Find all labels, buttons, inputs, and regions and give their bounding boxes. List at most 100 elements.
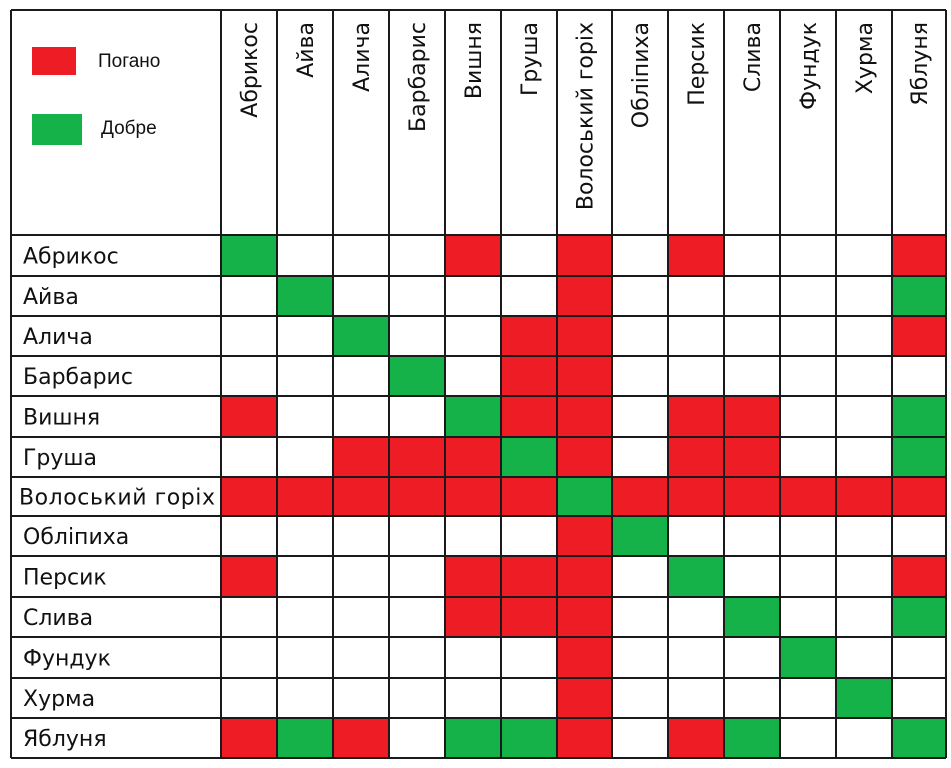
cell-9-6	[501, 556, 557, 597]
cell-1-9	[668, 235, 724, 276]
cell-12-7	[557, 678, 612, 718]
cell-1-1	[221, 235, 277, 276]
cell-7-2	[277, 477, 333, 516]
column-header-13: Яблуня	[908, 22, 933, 106]
cell-10-7	[557, 597, 612, 637]
row-label-13: Яблуня	[23, 727, 107, 752]
cell-13-7	[557, 718, 612, 758]
cell-6-9	[668, 437, 724, 477]
cell-8-8	[612, 516, 668, 556]
column-header-2: Айва	[294, 22, 319, 78]
cell-7-7	[557, 477, 612, 516]
cell-5-7	[557, 396, 612, 437]
cell-5-5	[445, 396, 501, 437]
cell-2-7	[557, 276, 612, 316]
cell-7-13	[892, 477, 946, 516]
column-header-9: Персик	[685, 22, 710, 106]
cell-7-12	[836, 477, 892, 516]
cell-9-5	[445, 556, 501, 597]
row-label-9: Персик	[23, 566, 107, 591]
cell-3-3	[333, 316, 389, 356]
cell-2-2	[277, 276, 333, 316]
row-label-10: Слива	[23, 606, 93, 631]
cell-13-3	[333, 718, 389, 758]
cell-10-13	[892, 597, 946, 637]
cell-4-7	[557, 356, 612, 396]
cell-3-13	[892, 316, 946, 356]
cell-13-2	[277, 718, 333, 758]
row-label-8: Обліпиха	[23, 525, 129, 550]
legend: Погано Добре	[32, 47, 160, 145]
row-label-12: Хурма	[23, 687, 95, 712]
cell-5-10	[724, 396, 780, 437]
cell-7-9	[668, 477, 724, 516]
column-header-7: Волоський горіх	[574, 22, 599, 210]
cell-9-13	[892, 556, 946, 597]
cell-7-6	[501, 477, 557, 516]
cell-5-9	[668, 396, 724, 437]
cell-13-13	[892, 718, 946, 758]
cell-11-7	[557, 637, 612, 678]
cell-1-13	[892, 235, 946, 276]
cell-6-7	[557, 437, 612, 477]
row-label-1: Абрикос	[23, 245, 119, 270]
cell-5-1	[221, 396, 277, 437]
row-label-2: Айва	[23, 285, 79, 310]
column-header-1: Абрикос	[238, 22, 263, 118]
cell-6-4	[389, 437, 445, 477]
labels-layer: Абрикос Айва Алича Барбарис Вишня Груша Волось…	[19, 22, 933, 752]
cell-13-9	[668, 718, 724, 758]
cell-6-5	[445, 437, 501, 477]
grid-layer	[10, 9, 947, 759]
legend-label-good: Добре	[101, 118, 157, 139]
cell-3-6	[501, 316, 557, 356]
column-header-12: Хурма	[853, 22, 878, 94]
column-header-3: Алича	[350, 22, 375, 92]
cell-6-13	[892, 437, 946, 477]
cell-9-7	[557, 556, 612, 597]
cell-7-4	[389, 477, 445, 516]
row-label-7: Волоський горіх	[19, 486, 215, 511]
cell-9-1	[221, 556, 277, 597]
cell-6-3	[333, 437, 389, 477]
cell-7-3	[333, 477, 389, 516]
cell-13-1	[221, 718, 277, 758]
cell-3-7	[557, 316, 612, 356]
row-label-11: Фундук	[23, 647, 111, 672]
cell-13-6	[501, 718, 557, 758]
cell-4-4	[389, 356, 445, 396]
cell-5-6	[501, 396, 557, 437]
cell-7-11	[780, 477, 836, 516]
column-header-6: Груша	[518, 22, 543, 96]
column-header-10: Слива	[741, 22, 766, 92]
legend-swatch-bad	[32, 47, 76, 75]
row-label-4: Барбарис	[23, 365, 133, 390]
legend-label-bad: Погано	[98, 51, 160, 72]
cell-6-6	[501, 437, 557, 477]
cell-10-6	[501, 597, 557, 637]
row-label-6: Груша	[23, 446, 97, 471]
cell-1-5	[445, 235, 501, 276]
cell-13-5	[445, 718, 501, 758]
column-header-4: Барбарис	[406, 22, 431, 132]
cell-10-5	[445, 597, 501, 637]
cell-7-8	[612, 477, 668, 516]
cell-9-9	[668, 556, 724, 597]
column-header-8: Обліпиха	[629, 22, 654, 128]
cell-8-7	[557, 516, 612, 556]
cell-7-1	[221, 477, 277, 516]
cell-7-5	[445, 477, 501, 516]
cell-12-12	[836, 678, 892, 718]
cell-1-7	[557, 235, 612, 276]
cell-5-13	[892, 396, 946, 437]
cell-10-10	[724, 597, 780, 637]
cell-4-6	[501, 356, 557, 396]
row-label-5: Вишня	[23, 406, 100, 431]
cells-layer	[221, 235, 946, 758]
row-label-3: Алича	[23, 325, 93, 350]
cell-6-10	[724, 437, 780, 477]
cell-2-13	[892, 276, 946, 316]
column-header-5: Вишня	[462, 22, 487, 99]
legend-swatch-good	[32, 114, 82, 145]
